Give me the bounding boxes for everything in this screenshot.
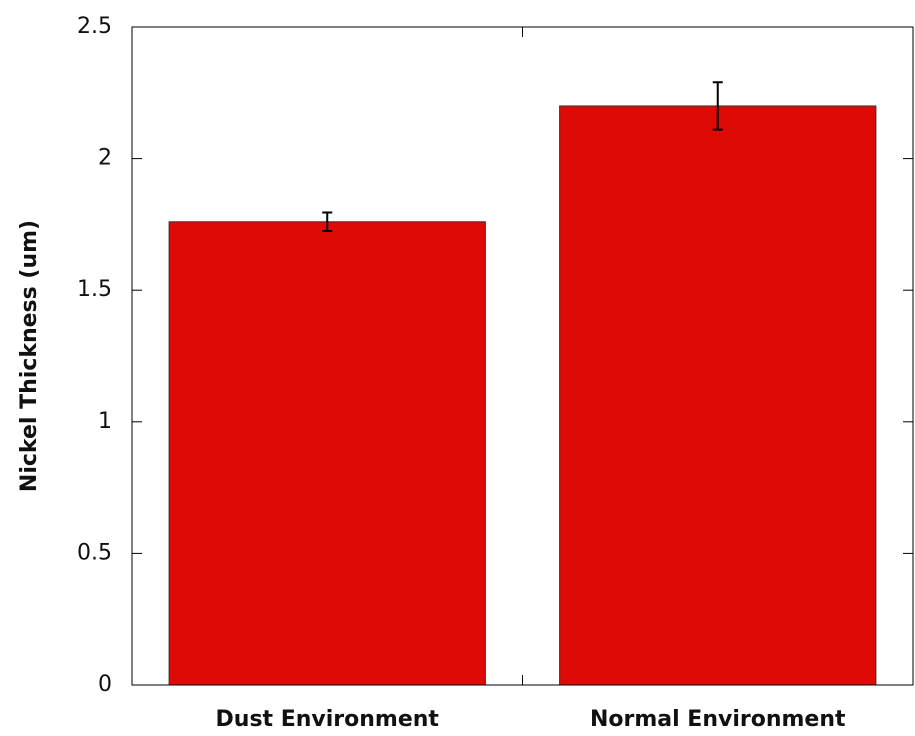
y-tick-label: 1.5	[77, 277, 112, 302]
y-axis-title: Nickel Thickness (um)	[17, 220, 42, 492]
bar	[168, 221, 486, 686]
x-tick-label: Dust Environment	[216, 707, 440, 732]
error-bar	[322, 211, 333, 232]
y-tick-label: 0	[98, 672, 112, 697]
y-tick-label: 2	[98, 146, 112, 171]
error-bar	[712, 81, 723, 131]
y-tick-label: 0.5	[77, 540, 112, 565]
x-tick-label: Normal Environment	[590, 707, 846, 732]
y-tick-label: 2.5	[77, 14, 112, 39]
bar	[559, 105, 877, 686]
y-tick-label: 1	[98, 409, 112, 434]
